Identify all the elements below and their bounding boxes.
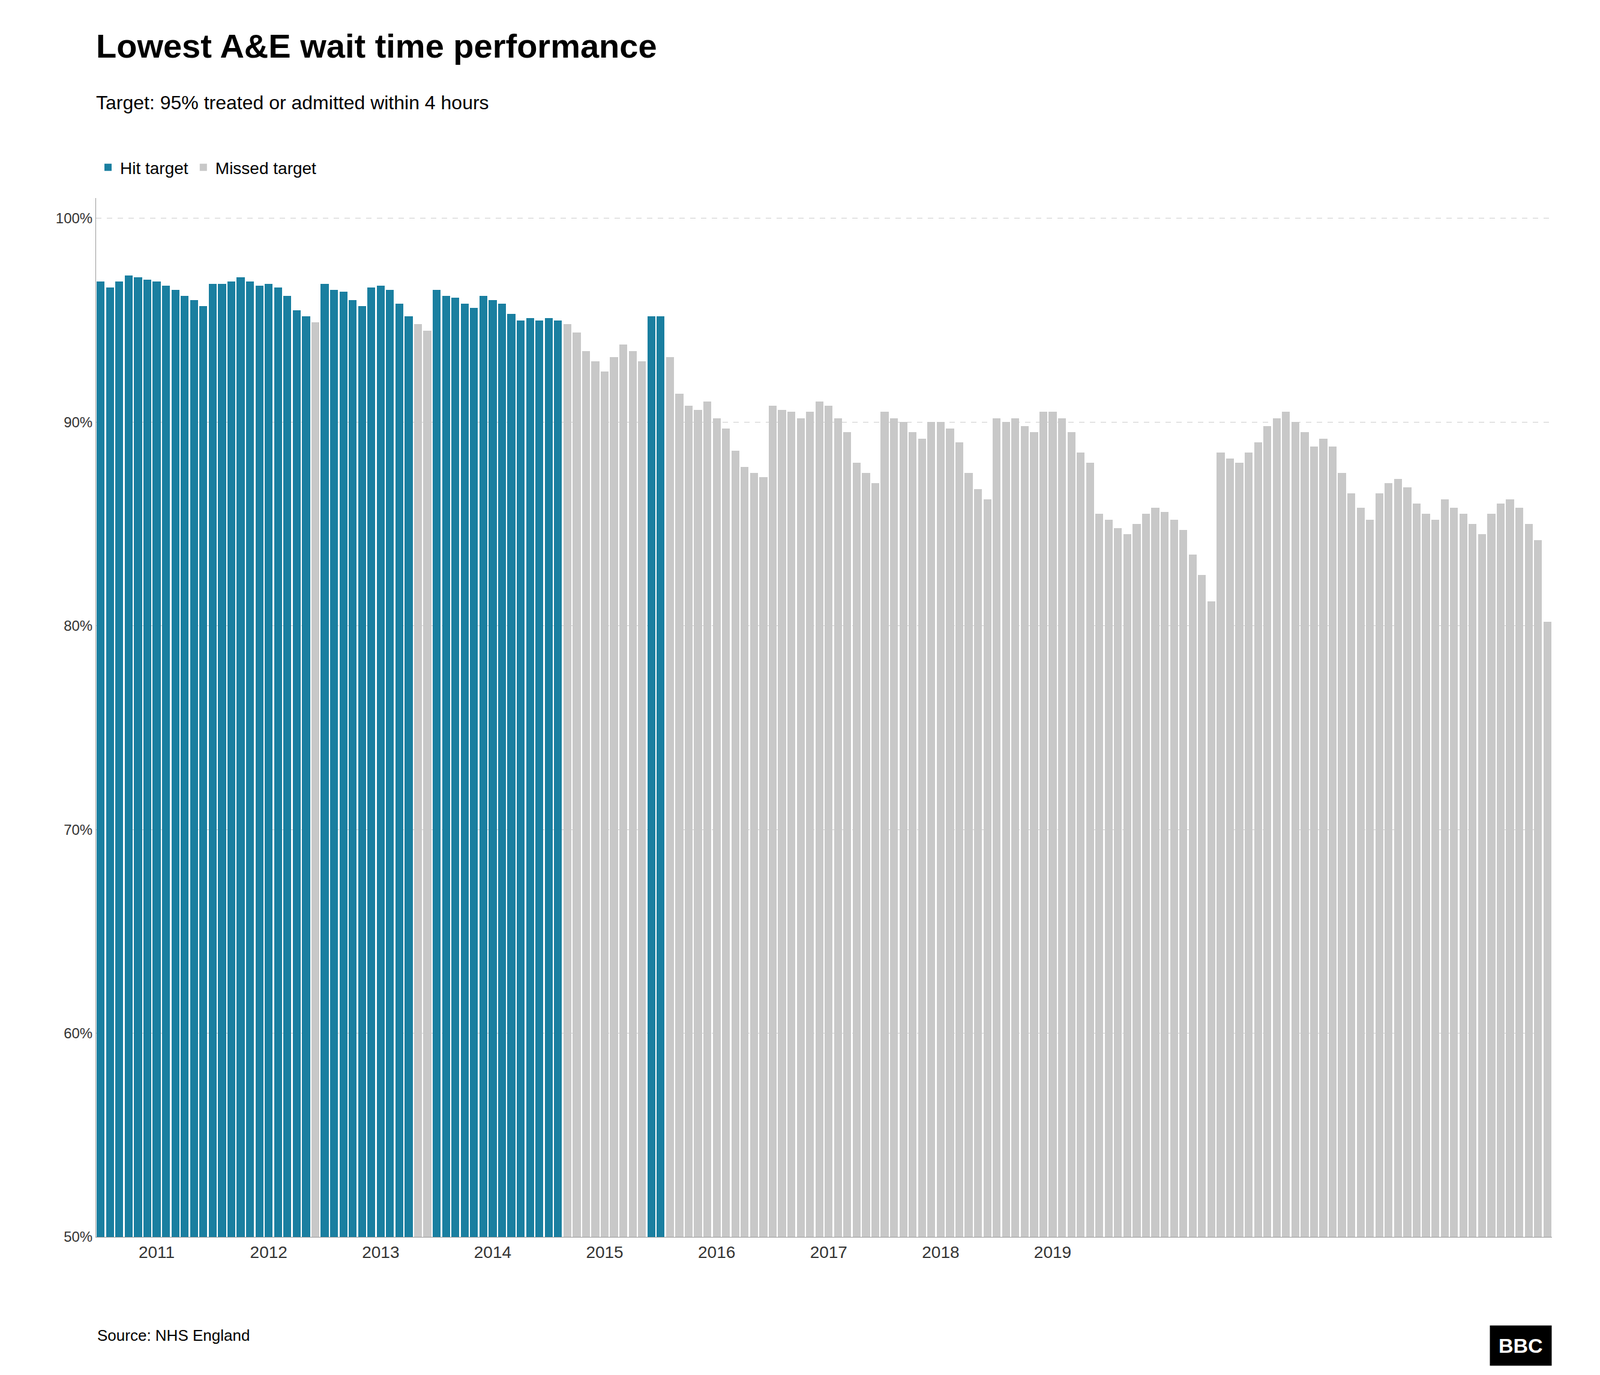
svg-text:80%: 80%: [63, 617, 93, 634]
svg-text:2014: 2014: [474, 1242, 512, 1262]
svg-text:100%: 100%: [55, 210, 93, 227]
svg-text:Target: 95% treated or admitte: Target: 95% treated or admitted within 4…: [96, 91, 490, 114]
svg-text:2018: 2018: [921, 1242, 960, 1262]
svg-text:BBC: BBC: [1498, 1334, 1543, 1357]
svg-text:2016: 2016: [697, 1242, 736, 1262]
svg-text:Lowest A&E wait time performan: Lowest A&E wait time performance: [96, 27, 658, 65]
svg-text:2011: 2011: [138, 1242, 175, 1262]
svg-text:60%: 60%: [63, 1025, 93, 1042]
svg-text:2015: 2015: [585, 1242, 623, 1262]
svg-text:Hit target: Hit target: [120, 159, 189, 178]
svg-text:Missed target: Missed target: [215, 159, 317, 178]
svg-text:50%: 50%: [63, 1228, 93, 1245]
svg-text:2019: 2019: [1034, 1242, 1072, 1262]
svg-text:Source: NHS England: Source: NHS England: [97, 1326, 250, 1345]
svg-text:2012: 2012: [250, 1242, 288, 1262]
svg-text:2017: 2017: [810, 1242, 848, 1262]
svg-text:2013: 2013: [361, 1242, 400, 1262]
svg-text:70%: 70%: [63, 821, 93, 838]
svg-text:90%: 90%: [63, 414, 93, 431]
